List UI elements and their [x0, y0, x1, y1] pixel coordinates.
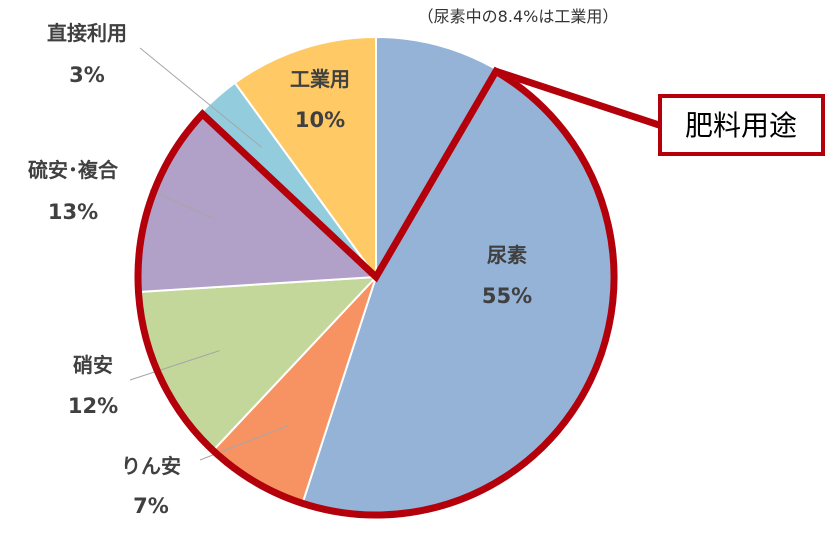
slice-label-percent: 10% — [295, 108, 345, 132]
slice-label-percent: 55% — [482, 284, 532, 308]
leader-line — [139, 47, 263, 148]
slice-label-percent: 13% — [48, 200, 98, 224]
slice-label-percent: 12% — [68, 394, 118, 418]
leader-line — [149, 189, 214, 219]
slice-label-ryuan-fukugo: 硫安･複合 13% — [28, 158, 119, 224]
slice-label-shoan: 硝安 12% — [68, 353, 118, 418]
callout-connector — [493, 67, 664, 130]
leader-line — [129, 350, 220, 381]
slice-label-industrial: 工業用 10% — [290, 67, 350, 132]
slice-label-direct-use: 直接利用 3% — [47, 21, 127, 87]
slice-label-name: 尿素 — [487, 243, 527, 267]
slice-label-rinan: りん安 7% — [121, 454, 181, 518]
callout-label: 肥料用途 — [685, 109, 797, 142]
pie-slices — [135, 35, 617, 518]
slice-label-name: 硝安 — [73, 353, 113, 377]
fertilizer-highlight-group — [134, 66, 664, 519]
slice-label-urea: 尿素 55% — [482, 243, 532, 308]
slice-label-name: 硫安･複合 — [28, 158, 119, 182]
slice-label-name: 直接利用 — [47, 21, 127, 45]
slice-industrial — [233, 35, 377, 281]
slice-label-name: 工業用 — [290, 67, 350, 91]
callout-frame — [658, 94, 825, 156]
fertilizer-use-outline — [134, 66, 618, 519]
slice-label-percent: 7% — [133, 494, 169, 518]
slice-label-percent: 3% — [69, 63, 105, 87]
note-text: （尿素中の8.4%は工業用） — [418, 7, 619, 26]
slice-label-name: りん安 — [121, 454, 181, 478]
callout-box: 肥料用途 — [658, 94, 825, 156]
